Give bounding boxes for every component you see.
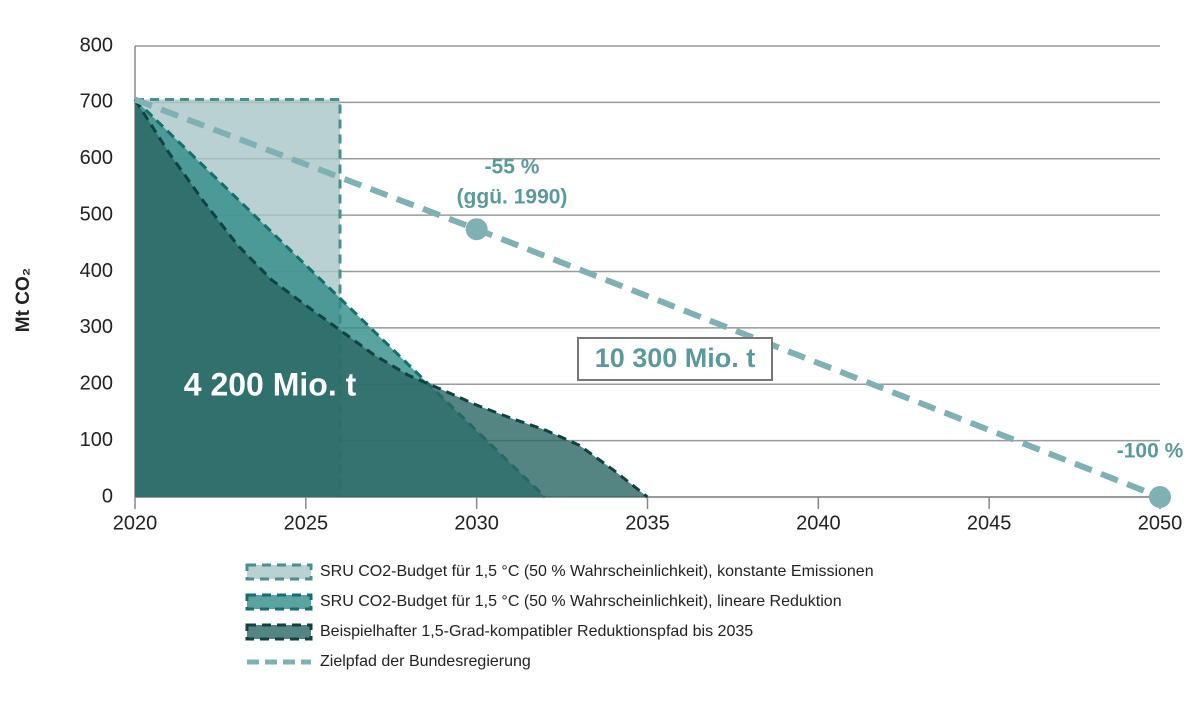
x-tick-label: 2025 <box>284 512 329 534</box>
legend-swatch <box>245 563 313 581</box>
area-edge <box>133 98 649 499</box>
label-box <box>577 337 773 381</box>
marker <box>465 218 488 241</box>
area <box>135 99 648 498</box>
legend-swatch <box>245 593 313 611</box>
x-tick-label: 2050 <box>1138 512 1183 534</box>
y-tick-label: 800 <box>80 34 113 56</box>
area-edge <box>133 98 547 499</box>
budget-label: 10 300 Mio. t <box>595 343 756 373</box>
y-tick-label: 700 <box>80 91 113 113</box>
legend-label: Beispielhafter 1,5-Grad-kompatibler Redu… <box>320 623 753 640</box>
annotation: (ggü. 1990) <box>457 186 568 209</box>
y-tick-label: 500 <box>80 203 113 225</box>
legend-label: Zielpfad der Bundesregierung <box>320 653 531 670</box>
x-tick-label: 2020 <box>113 512 158 534</box>
y-tick-label: 100 <box>80 429 113 451</box>
x-tick-label: 2045 <box>967 512 1012 534</box>
x-tick-label: 2035 <box>625 512 670 534</box>
budget-label: 4 200 Mio. t <box>184 366 357 402</box>
legend-label: SRU CO2-Budget für 1,5 °C (50 % Wahrsche… <box>320 563 874 580</box>
annotation: -55 % <box>485 156 540 179</box>
x-tick-label: 2030 <box>454 512 499 534</box>
y-tick-label: 0 <box>102 485 113 507</box>
legend-label: SRU CO2-Budget für 1,5 °C (50 % Wahrsche… <box>320 593 842 610</box>
y-tick-label: 400 <box>80 260 113 282</box>
y-tick-label: 200 <box>80 373 113 395</box>
y-axis-label: Mt CO₂ <box>13 268 34 332</box>
y-tick-label: 300 <box>80 316 113 338</box>
y-tick-label: 600 <box>80 147 113 169</box>
annotation: -100 % <box>1117 440 1184 463</box>
plot-area: 0 100 200 300 400 500 600 700 800 2020 2025 2030 203… <box>80 34 1183 534</box>
marker <box>1149 486 1171 508</box>
x-tick-label: 2040 <box>796 512 841 534</box>
legend-swatch <box>245 623 313 641</box>
